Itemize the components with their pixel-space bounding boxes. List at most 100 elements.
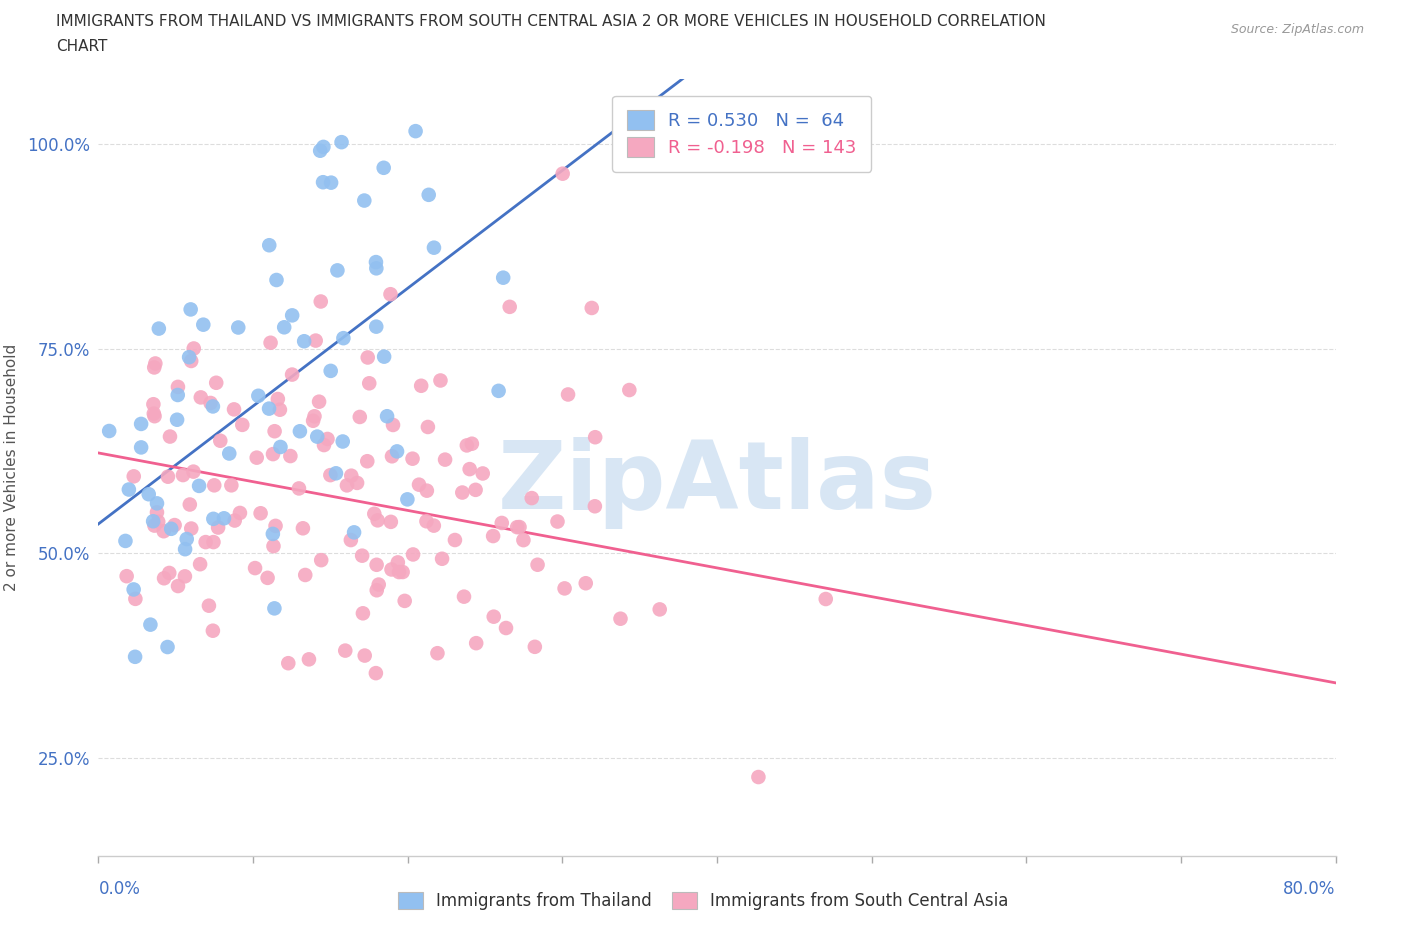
Point bbox=[256, 570, 278, 585]
Point bbox=[194, 535, 217, 550]
Point bbox=[364, 666, 387, 681]
Point bbox=[312, 175, 335, 190]
Point bbox=[353, 193, 375, 208]
Point bbox=[575, 576, 598, 591]
Point bbox=[319, 364, 342, 379]
Point bbox=[551, 166, 574, 181]
Point bbox=[526, 557, 548, 572]
Point bbox=[259, 336, 281, 351]
Point bbox=[523, 640, 546, 655]
Point bbox=[267, 392, 290, 406]
Point bbox=[172, 468, 194, 483]
Point bbox=[747, 770, 769, 785]
Point bbox=[143, 360, 166, 375]
Point bbox=[309, 294, 332, 309]
Point bbox=[305, 333, 328, 348]
Point bbox=[434, 452, 457, 467]
Point bbox=[430, 551, 453, 566]
Point bbox=[401, 451, 423, 466]
Point bbox=[499, 299, 522, 314]
Point bbox=[357, 350, 380, 365]
Point bbox=[464, 483, 486, 498]
Point bbox=[226, 320, 249, 335]
Point bbox=[380, 514, 402, 529]
Point bbox=[229, 506, 252, 521]
Point bbox=[247, 389, 270, 404]
Point bbox=[554, 581, 576, 596]
Point bbox=[373, 160, 395, 175]
Text: ZipAtlas: ZipAtlas bbox=[498, 437, 936, 529]
Point bbox=[156, 470, 179, 485]
Legend: R = 0.530   N =  64, R = -0.198   N = 143: R = 0.530 N = 64, R = -0.198 N = 143 bbox=[613, 96, 872, 172]
Point bbox=[292, 334, 315, 349]
Point bbox=[353, 648, 375, 663]
Point bbox=[207, 520, 229, 535]
Point bbox=[269, 440, 291, 455]
Point bbox=[152, 524, 174, 538]
Point bbox=[330, 135, 353, 150]
Point bbox=[385, 444, 408, 458]
Point bbox=[302, 413, 325, 428]
Point bbox=[148, 321, 170, 336]
Point bbox=[98, 423, 121, 438]
Point bbox=[288, 481, 311, 496]
Point bbox=[307, 429, 329, 444]
Point bbox=[288, 424, 311, 439]
Point bbox=[262, 446, 284, 461]
Point bbox=[332, 331, 354, 346]
Point bbox=[309, 552, 332, 567]
Point bbox=[166, 388, 188, 403]
Point bbox=[444, 533, 467, 548]
Point bbox=[309, 143, 332, 158]
Point bbox=[280, 448, 302, 463]
Point bbox=[122, 469, 145, 484]
Y-axis label: 2 or more Vehicles in Household: 2 or more Vehicles in Household bbox=[4, 344, 18, 591]
Point bbox=[259, 238, 281, 253]
Point bbox=[352, 605, 374, 620]
Point bbox=[461, 436, 484, 451]
Point bbox=[198, 598, 221, 613]
Point bbox=[319, 468, 342, 483]
Point bbox=[382, 418, 405, 432]
Point bbox=[336, 478, 359, 493]
Point bbox=[212, 511, 235, 525]
Point bbox=[366, 319, 388, 334]
Point bbox=[488, 383, 510, 398]
Text: 0.0%: 0.0% bbox=[98, 880, 141, 898]
Point bbox=[159, 429, 181, 444]
Point bbox=[335, 644, 357, 658]
Point bbox=[416, 484, 439, 498]
Point bbox=[391, 565, 413, 579]
Point bbox=[492, 271, 515, 286]
Point bbox=[153, 571, 176, 586]
Point bbox=[167, 379, 190, 394]
Point bbox=[202, 478, 225, 493]
Point bbox=[380, 286, 402, 301]
Point bbox=[257, 401, 280, 416]
Point bbox=[456, 438, 478, 453]
Point bbox=[429, 373, 451, 388]
Point bbox=[201, 623, 224, 638]
Point bbox=[495, 620, 517, 635]
Point bbox=[423, 240, 446, 255]
Point bbox=[380, 562, 402, 577]
Text: Source: ZipAtlas.com: Source: ZipAtlas.com bbox=[1230, 23, 1364, 36]
Point bbox=[512, 533, 534, 548]
Point bbox=[114, 534, 136, 549]
Point bbox=[298, 652, 321, 667]
Point bbox=[402, 547, 425, 562]
Point bbox=[156, 640, 179, 655]
Point bbox=[356, 454, 378, 469]
Point bbox=[366, 583, 388, 598]
Point bbox=[139, 618, 162, 632]
Point bbox=[581, 300, 603, 315]
Point bbox=[142, 406, 165, 421]
Point bbox=[506, 520, 529, 535]
Point bbox=[269, 403, 291, 418]
Point bbox=[180, 353, 202, 368]
Point bbox=[415, 514, 437, 529]
Point bbox=[471, 466, 494, 481]
Point bbox=[453, 590, 475, 604]
Point bbox=[291, 521, 314, 536]
Point bbox=[179, 497, 201, 512]
